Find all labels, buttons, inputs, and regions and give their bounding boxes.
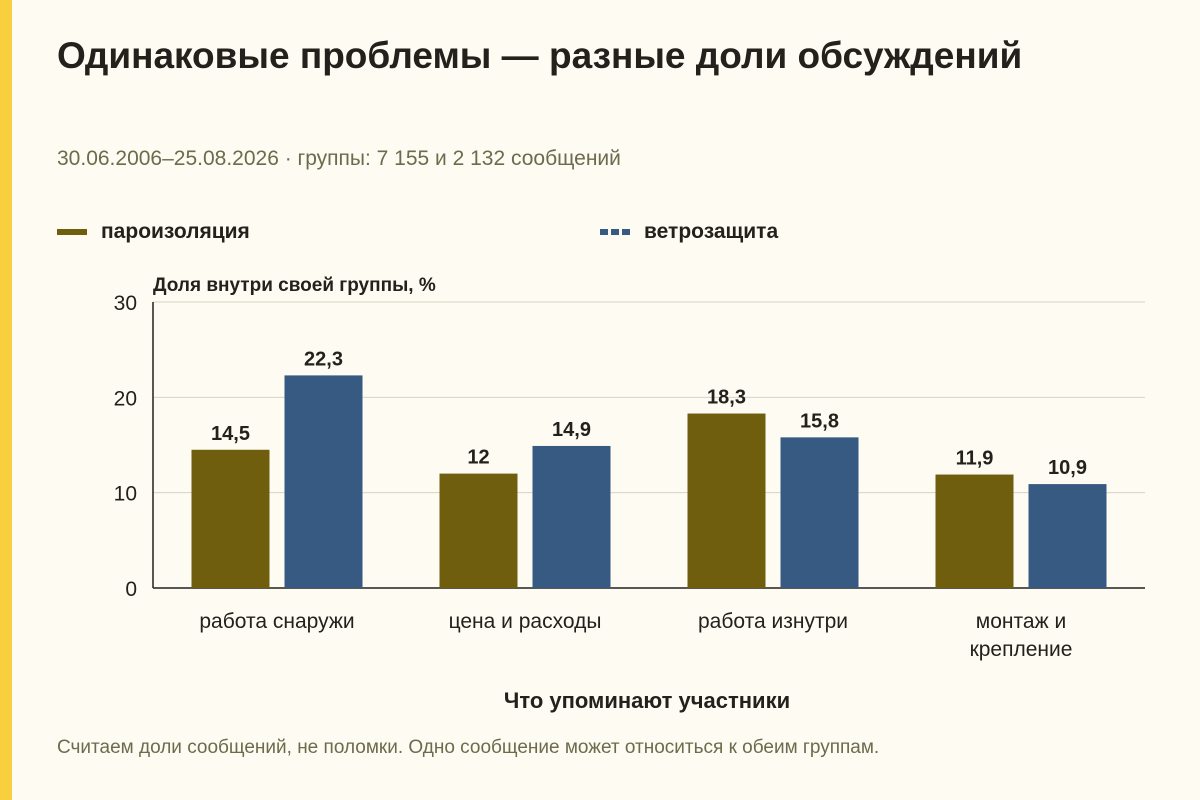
data-label: 12 xyxy=(467,447,489,469)
bar-2-3 xyxy=(780,437,859,588)
bar-2-2 xyxy=(532,445,611,588)
x-axis-label: Что упоминают участники xyxy=(504,688,790,713)
chart-subtitle: 30.06.2006–25.08.2026 · группы: 7 155 и … xyxy=(57,147,621,170)
bar-1-4 xyxy=(935,474,1014,588)
legend-item-series-2: ветрозащита xyxy=(600,220,778,244)
accent-strip xyxy=(0,0,12,800)
y-tick-label: 20 xyxy=(114,387,137,410)
y-axis-label: Доля внутри своей группы, % xyxy=(153,275,436,296)
footnote: Считаем доли сообщений, не поломки. Одно… xyxy=(57,737,880,758)
y-tick-label: 30 xyxy=(114,292,137,315)
y-tick-label: 10 xyxy=(114,483,137,506)
legend-item-series-1: пароизоляция xyxy=(57,220,250,244)
data-label: 18,3 xyxy=(707,387,746,409)
bar-1-1 xyxy=(191,449,270,588)
x-tick-label: цена и расходы xyxy=(449,610,602,633)
bar-1-2 xyxy=(439,473,518,588)
x-tick-label: работа изнутри xyxy=(698,610,848,633)
x-tick-label: монтаж и xyxy=(976,610,1066,633)
data-label: 14,9 xyxy=(552,419,591,441)
data-label: 22,3 xyxy=(304,348,343,370)
data-label: 15,8 xyxy=(800,410,839,432)
legend-label-series-1: пароизоляция xyxy=(101,220,250,243)
data-label: 14,5 xyxy=(211,423,250,445)
x-tick-label: работа снаружи xyxy=(199,610,354,633)
y-tick-label: 0 xyxy=(125,578,137,601)
bar-chart: 0 10 20 30 Доля внутри своей группы, % 14,5 22… xyxy=(114,275,1145,713)
bar-1-3 xyxy=(687,413,766,588)
bar-2-1 xyxy=(284,375,363,588)
legend-swatch-series-1 xyxy=(57,229,87,235)
x-tick-label: крепление xyxy=(970,638,1073,661)
legend-swatch-series-2 xyxy=(600,229,630,235)
data-label: 10,9 xyxy=(1048,457,1087,479)
data-label: 11,9 xyxy=(956,448,994,470)
bar-2-4 xyxy=(1028,484,1107,588)
chart-title: Одинаковые проблемы — разные доли обсужд… xyxy=(57,35,1023,76)
legend-label-series-2: ветрозащита xyxy=(644,220,779,243)
